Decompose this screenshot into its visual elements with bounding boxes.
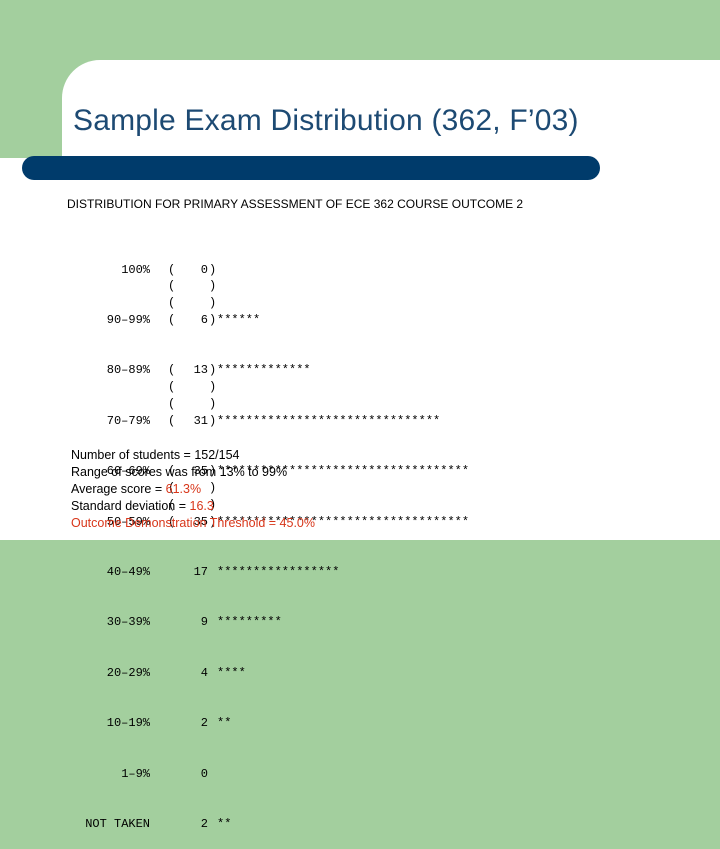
range-label: 40–49% [106,564,150,579]
histogram-bar: *********************************** [217,514,470,529]
slide-title: Sample Exam Distribution (362, F’03) [73,104,579,137]
range-label: 1–9% [121,766,150,781]
histogram-bar: ** [217,816,232,831]
average-value: 61.3% [165,482,202,496]
summary-statistics: Number of students = 152/154 Range of sc… [71,447,315,532]
histogram-bar: *********************************** [217,464,470,479]
outcome-threshold: Outcome Demonstration Threshold = 45.0% [71,516,315,530]
count-value: 4 [200,665,208,680]
histogram-stars-column: ****** ************* *******************… [217,228,469,849]
range-label: 20–29% [106,665,150,680]
student-count: Number of students = 152/154 [71,448,240,462]
count-value: 31 [193,413,208,428]
range-label: 60–69% [106,464,150,479]
count-value: 35 [193,464,208,479]
range-label: 10–19% [106,716,150,731]
count-column: 0 6 13 31 35 35 17 9 4 2 0 2 [182,228,208,849]
content-panel-lower [0,158,720,540]
histogram-bar: ************* [217,363,311,378]
histogram-bar: ******************************* [217,413,441,428]
count-value: 9 [200,615,208,630]
count-value: 0 [200,766,208,781]
distribution-heading: DISTRIBUTION FOR PRIMARY ASSESSMENT OF E… [67,197,524,211]
title-underline-bar [22,156,600,180]
range-label: 70–79% [106,413,150,428]
open-paren-column: (((( (((( (((( [168,262,176,529]
histogram-bar: **** [217,665,246,680]
count-value: 2 [200,716,208,731]
standard-deviation: Standard deviation = 16.3 [71,498,315,515]
sd-label: Standard deviation = [71,499,190,513]
histogram-bar: ********* [217,615,282,630]
score-range: Range of scores was from 13% to 99% [71,465,288,479]
count-value: 17 [193,564,208,579]
count-value: 2 [200,816,208,831]
histogram-bar: ***************** [217,564,340,579]
histogram-bar: ** [217,716,232,731]
range-label: 90–99% [106,312,150,327]
count-value: 0 [200,262,208,277]
range-label: 80–89% [106,363,150,378]
sd-value: 16.3 [189,499,214,513]
count-value: 6 [200,312,208,327]
average-label: Average score = [71,482,166,496]
histogram-bar: ****** [217,312,261,327]
range-label: 100% [121,262,150,277]
range-label: 30–39% [106,615,150,630]
count-value: 13 [193,363,208,378]
count-value: 35 [193,514,208,529]
range-column: 100% 90–99% 80–89% 70–79% 60–69% 50–59% … [70,228,150,849]
range-label: NOT TAKEN [85,816,150,831]
histogram-bar [217,766,469,783]
close-paren-column: )))) )))) )))) [209,262,217,529]
range-label: 50–59% [106,514,150,529]
histogram-bar [217,262,469,279]
average-score: Average score = 61.3% [71,481,315,498]
